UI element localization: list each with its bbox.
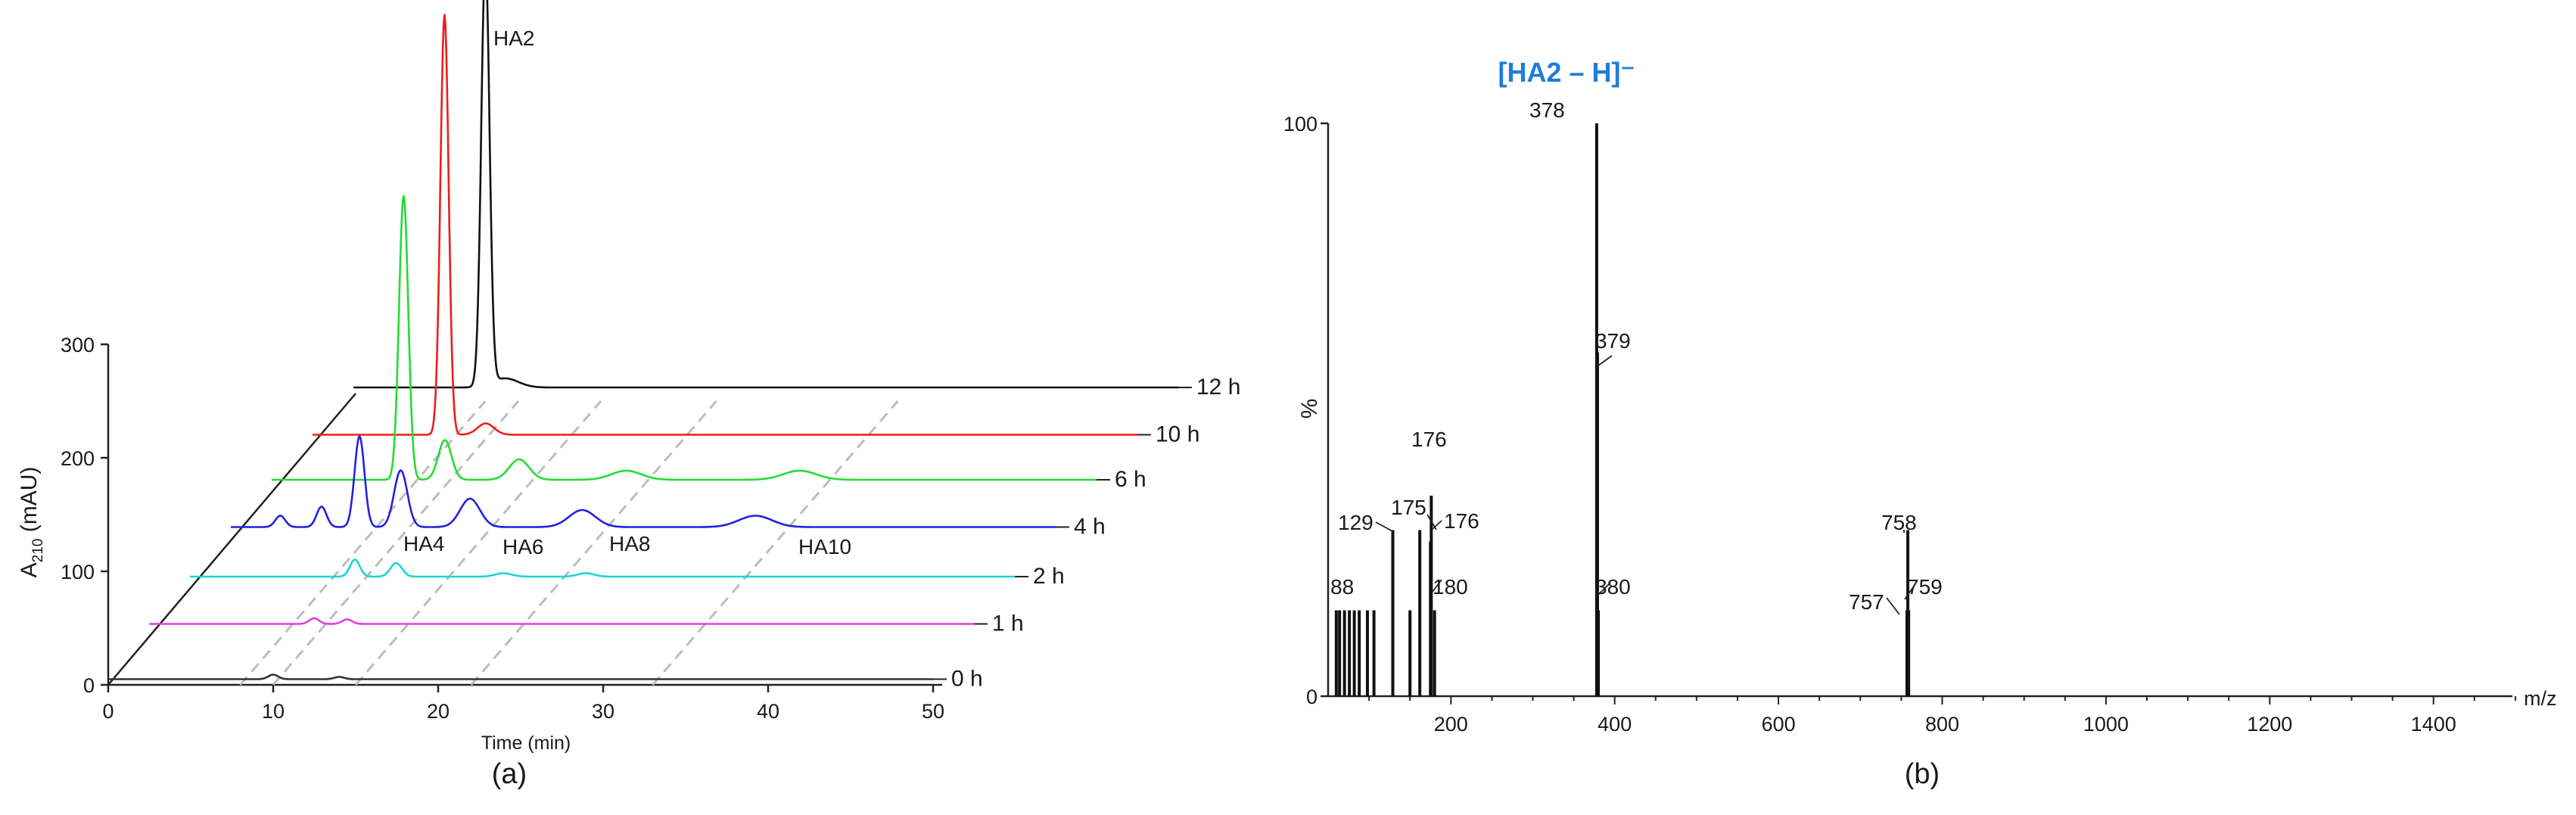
peak-annotation-ha8: HA8 [609,532,650,555]
peak-label-380: 380 [1595,575,1631,599]
y-axis-label-subscript: 210 [30,539,46,563]
trace-label: 6 h [1115,467,1146,492]
x-ticks: 200 400 600 800 1000 1200 1400 [1368,696,2516,736]
x-tick-label: 40 [757,700,779,723]
y-tick-label: 200 [61,447,95,470]
peak-label-759: 759 [1907,575,1943,599]
trace-label: 4 h [1074,515,1106,540]
peak-annotation-ha10: HA10 [798,535,851,558]
x-tick-label: 200 [1434,713,1468,736]
peak-label-379: 379 [1595,329,1631,353]
x-axis-label: m/z [2524,687,2557,710]
trace-2h [189,558,1016,578]
x-axis-label: Time (min) [481,733,571,754]
y-axis-label: % [1297,399,1322,419]
retention-guide-line [470,400,717,686]
trace-12h [353,0,1179,389]
chromatogram-axes [107,344,942,686]
trace-label: 1 h [992,611,1024,636]
peak-label-175: 175 [1391,496,1426,519]
peak-label-leaders [1375,355,1914,615]
spectrum-axes [1327,123,2512,698]
y-tick-label: 0 [1306,686,1318,708]
peak-label-176: 176 [1444,509,1479,533]
peak-label-758: 758 [1881,511,1917,534]
leader-379 [1594,355,1613,369]
leader-759 [1904,586,1914,600]
panel-label-a: (a) [492,758,527,790]
mass-spectrum-panel: [HA2 – H]⁻ 0 100 200 400 600 800 1000 1200 1400… [1283,57,2557,790]
leader-129 [1375,521,1393,532]
retention-guide-line [239,400,487,686]
spectrum-title: [HA2 – H]⁻ [1498,57,1635,88]
trace-6h [271,194,1097,481]
x-ticks: 0 10 20 30 40 50 [102,685,944,723]
y-ticks: 0 100 [1283,113,1328,708]
trace-label: 12 h [1196,375,1240,400]
leader-380 [1596,582,1611,597]
peak-annotations: HA2 HA4 HA6 HA8 HA10 [403,26,851,558]
peak-label-180: 180 [1433,575,1468,599]
x-tick-label: 400 [1598,713,1632,736]
peak-label-378: 378 [1529,98,1565,122]
retention-guide-line [272,400,520,686]
x-tick-label: 30 [592,700,614,723]
leader-757 [1886,597,1900,615]
peak-labels: 88 129 176 175 176 180 378 379 380 757 7… [1330,98,1943,614]
peak-label-176-top: 176 [1411,428,1447,451]
depth-axis [107,393,356,686]
peak-label-129: 129 [1338,511,1374,534]
chromatogram-panel: 0 100 200 300 0 10 20 30 40 50 12 h 10 h 6 h 4 h 2 h… [17,0,1240,790]
chromatogram-traces [107,0,1179,680]
y-axis-label: A210 (mAU) [17,467,46,578]
panel-label-b: (b) [1905,758,1940,790]
trace-label: 2 h [1033,564,1065,589]
leader-176 [1431,520,1442,530]
retention-guide-line [652,400,899,686]
spectrum-peaks [1334,123,1911,696]
trace-0h [107,673,934,680]
x-tick-label: 800 [1925,713,1959,736]
trace-1h [148,617,975,625]
peak-annotation-ha2: HA2 [493,26,534,50]
x-tick-label: 20 [427,700,450,723]
x-tick-label: 1200 [2247,713,2292,736]
y-tick-label: 300 [61,334,95,356]
peak-label-757: 757 [1849,590,1884,614]
retention-guide-line [354,400,602,686]
x-tick-label: 600 [1762,713,1796,736]
peak-label-88: 88 [1330,575,1354,599]
x-tick-label: 10 [262,700,285,723]
trace-10h [312,14,1138,436]
y-axis-label-main: A [17,562,42,577]
x-tick-label: 0 [102,700,114,723]
trace-4h [230,435,1056,528]
y-tick-label: 100 [1283,113,1318,135]
x-tick-label: 1000 [2083,713,2129,736]
x-tick-label: 50 [922,700,944,723]
peak-annotation-ha4: HA4 [403,532,444,555]
leader-180 [1432,579,1442,593]
trace-label: 0 h [951,667,983,692]
trace-label: 10 h [1156,422,1199,447]
retention-guide-lines [239,400,899,686]
x-tick-label: 1400 [2411,713,2456,736]
y-ticks: 0 100 200 300 [61,334,108,697]
trace-labels: 12 h 10 h 6 h 4 h 2 h 1 h 0 h [933,375,1240,692]
y-axis-label-unit: (mAU) [17,467,42,539]
peak-annotation-ha6: HA6 [502,535,543,558]
y-tick-label: 0 [83,674,95,697]
y-tick-label: 100 [61,561,95,583]
